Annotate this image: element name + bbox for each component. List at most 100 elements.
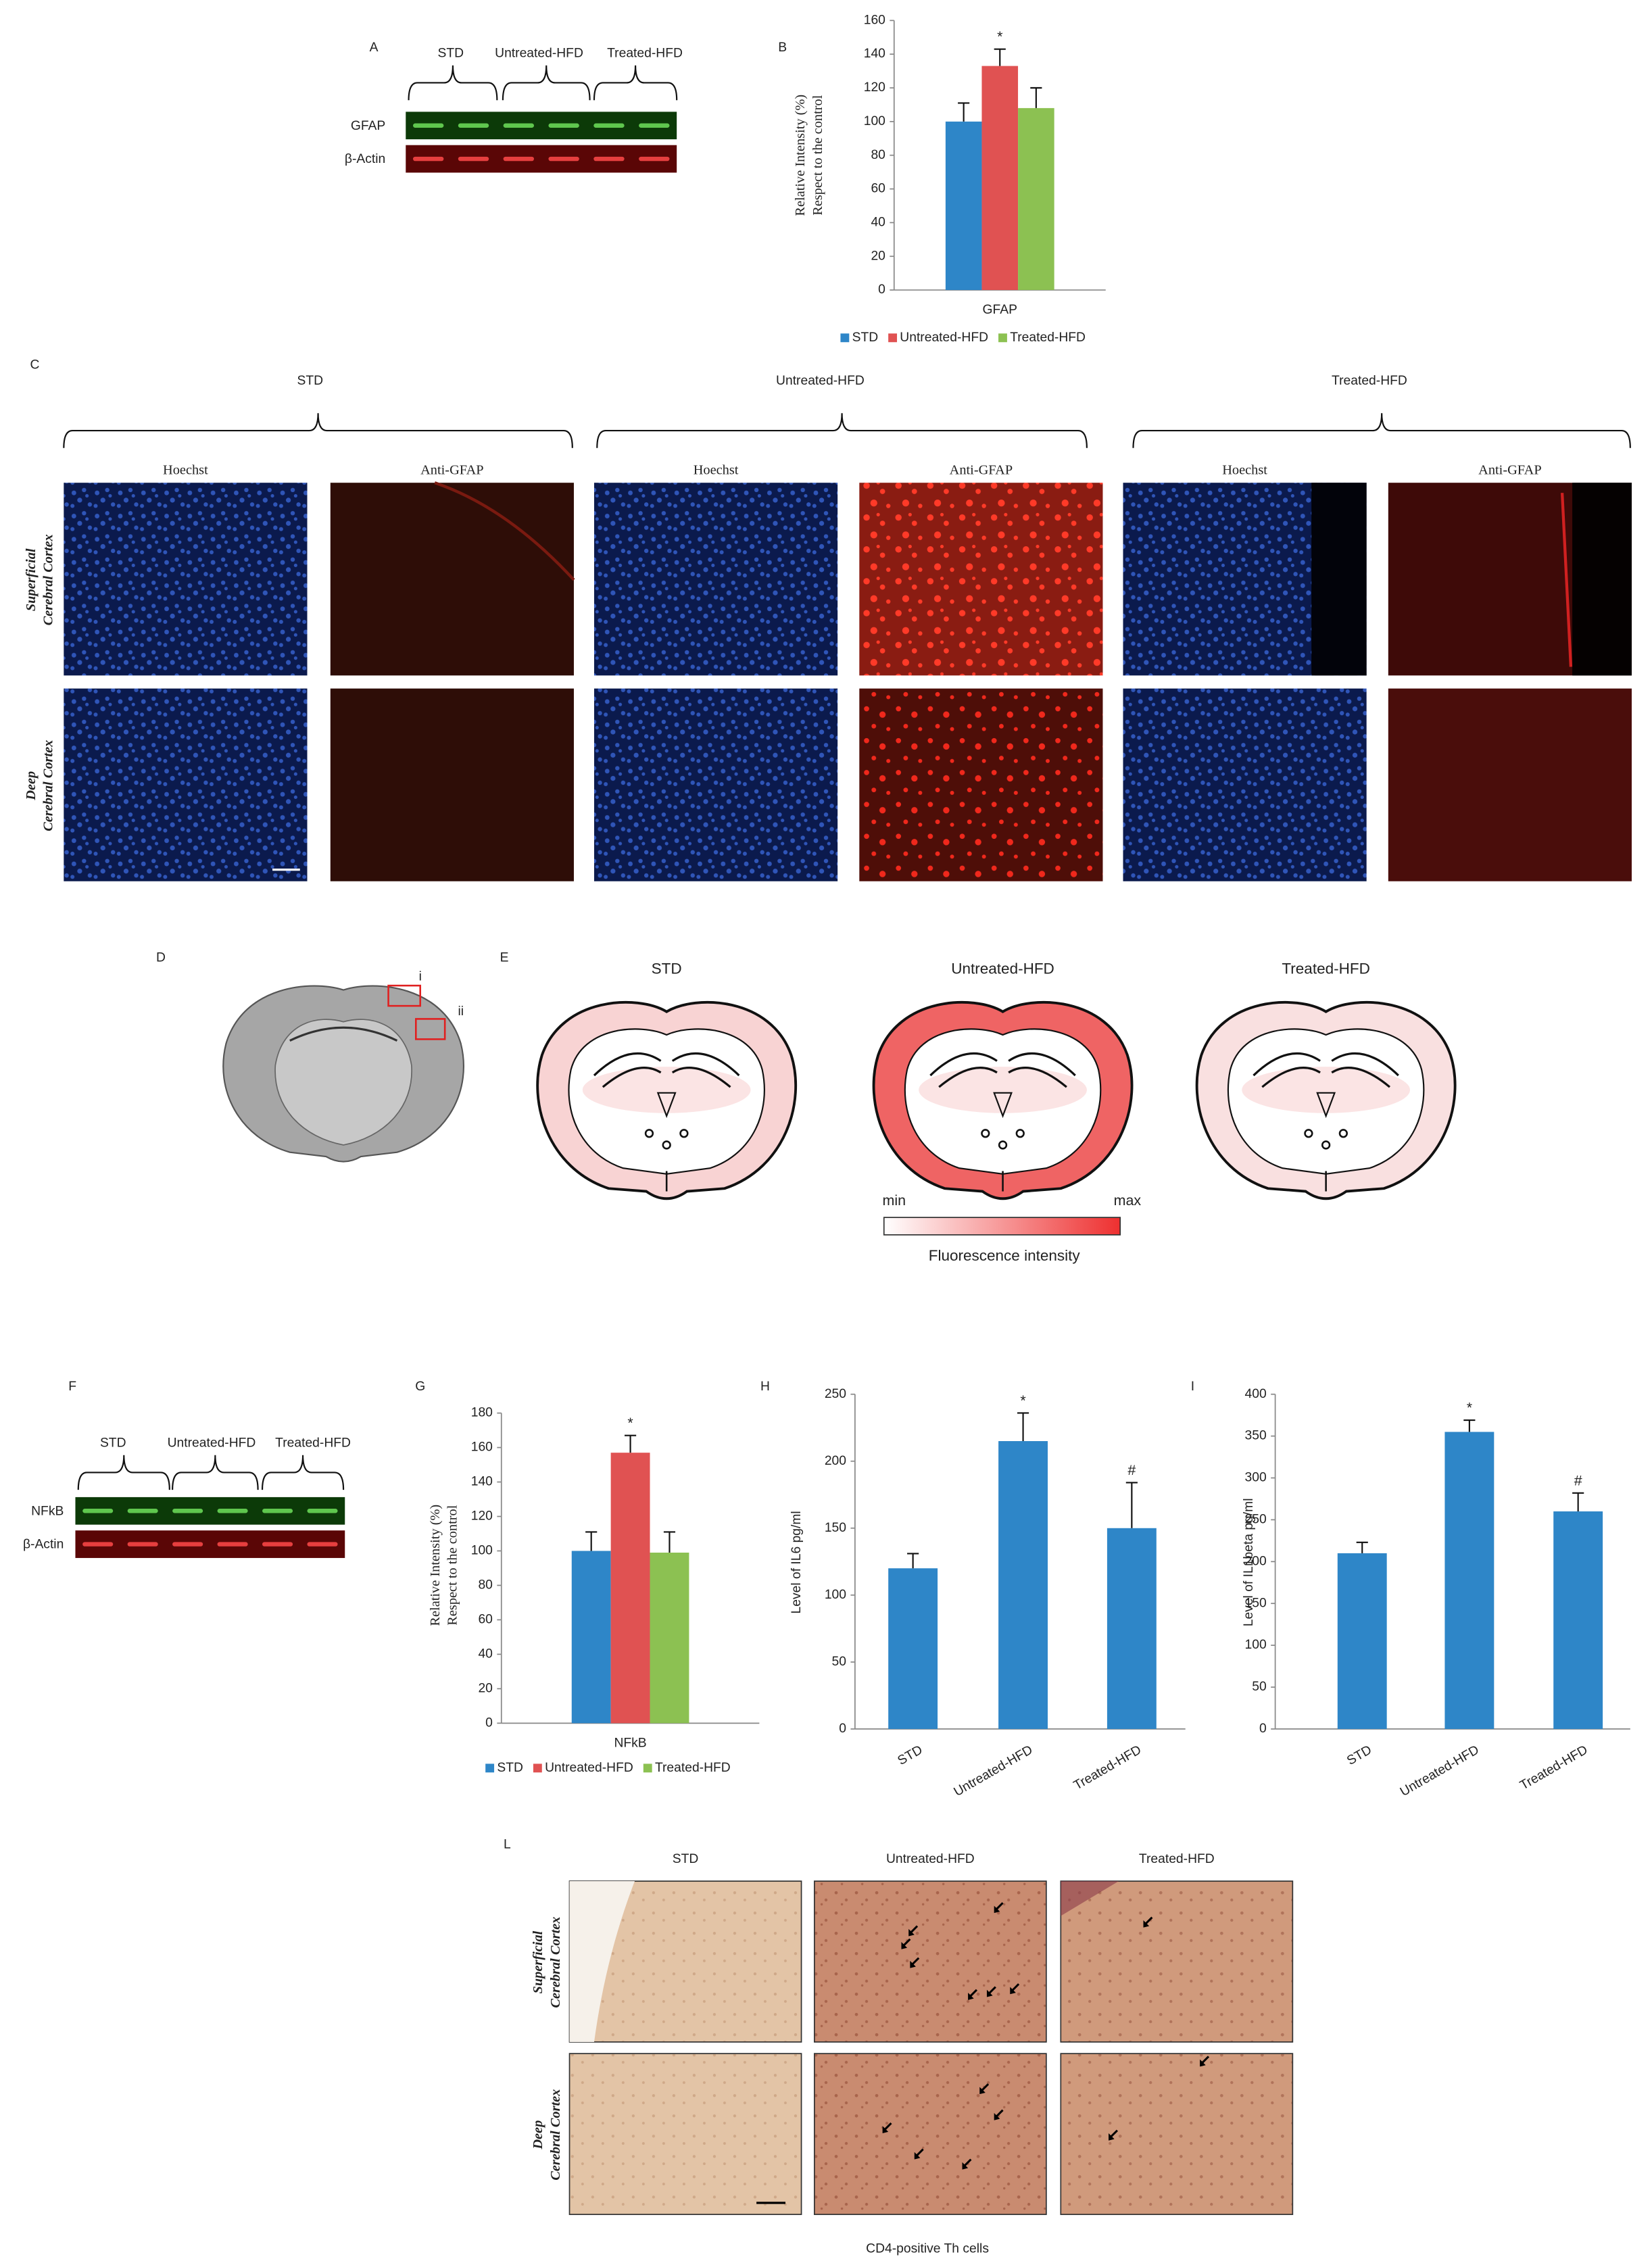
group-label: Untreated-HFD — [168, 1436, 256, 1451]
brain-ventricle — [289, 1026, 398, 1042]
legend-swatch — [485, 1764, 495, 1773]
micrograph — [593, 483, 838, 676]
bar — [981, 66, 1019, 291]
tissue-border — [1560, 493, 1573, 667]
micrograph — [593, 688, 838, 881]
legend-label: Untreated-HFD — [900, 331, 988, 345]
region-label: ii — [458, 1004, 464, 1019]
midline — [993, 1092, 1013, 1119]
brace — [596, 413, 1088, 448]
blot-lane — [639, 123, 670, 128]
bar — [1018, 107, 1054, 291]
legend-label: Untreated-HFD — [545, 1761, 633, 1775]
colorbar — [883, 1217, 1121, 1236]
y-tick-label: 120 — [864, 80, 885, 95]
blot-lane — [548, 123, 579, 128]
y-tick-label: 120 — [471, 1509, 493, 1524]
legend-label: STD — [497, 1761, 523, 1775]
y-tick-label: 300 — [1245, 1471, 1267, 1485]
band-label: β-Actin — [345, 152, 385, 166]
arrow — [1109, 2129, 1118, 2141]
stain-label: Anti-GFAP — [420, 463, 484, 478]
x-tick-label: NFkB — [614, 1736, 646, 1750]
stain-label: Anti-GFAP — [1478, 463, 1542, 478]
legend-label: STD — [852, 331, 879, 345]
row-label: Cerebral Cortex — [41, 740, 56, 831]
arrow — [994, 2109, 1004, 2120]
group-label: Treated-HFD — [1282, 960, 1369, 977]
bar — [610, 1453, 650, 1724]
brace — [593, 65, 678, 101]
brace — [502, 65, 591, 101]
blot-lane — [172, 1509, 203, 1513]
blot-band — [75, 1530, 345, 1558]
bar — [998, 1441, 1048, 1729]
y-tick-label: 100 — [825, 1588, 846, 1602]
brace — [77, 1455, 170, 1490]
colorbar-max: max — [1114, 1192, 1142, 1209]
blot-lane — [82, 1542, 114, 1547]
bar — [650, 1553, 689, 1724]
annotation: * — [997, 28, 1002, 45]
y-axis-label: Respect to the control — [810, 95, 825, 215]
micrograph — [859, 688, 1103, 881]
annotation: * — [627, 1415, 633, 1431]
bar — [888, 1568, 938, 1729]
ventricle — [1253, 1052, 1399, 1088]
row-label: Superficial — [24, 548, 39, 611]
arrow — [910, 1957, 920, 1968]
bar — [1444, 1432, 1495, 1729]
group-label: STD — [652, 960, 682, 977]
brace — [408, 65, 498, 101]
micrograph — [64, 483, 308, 676]
y-tick-label: 160 — [864, 13, 885, 27]
band-label: β-Actin — [23, 1538, 64, 1552]
blot-lane — [639, 156, 670, 162]
tissue-edge — [1061, 1881, 1119, 1916]
annotation: # — [1574, 1472, 1582, 1488]
micrograph — [330, 483, 574, 676]
y-axis-label: Level of IL1beta pg/ml — [1242, 1499, 1256, 1627]
arrow — [882, 2122, 892, 2134]
blot-lane — [307, 1509, 338, 1513]
y-axis-label: Level of IL6 pg/ml — [789, 1511, 804, 1613]
y-tick-label: 200 — [825, 1454, 846, 1468]
brain-inner — [274, 1019, 412, 1146]
bar — [571, 1551, 611, 1724]
blot-band — [406, 112, 677, 140]
micrograph — [64, 688, 308, 881]
y-tick-label: 50 — [832, 1655, 846, 1669]
y-tick-label: 60 — [871, 182, 885, 196]
group-label: STD — [100, 1436, 126, 1451]
stain-label: Hoechst — [163, 463, 208, 478]
nucleus — [1304, 1129, 1313, 1138]
y-tick-label: 160 — [471, 1440, 493, 1455]
micrograph — [813, 1880, 1047, 2043]
row-label: Cerebral Cortex — [41, 534, 56, 625]
blot-lane — [172, 1542, 203, 1547]
bar — [945, 121, 982, 291]
y-tick-label: 150 — [825, 1521, 846, 1535]
y-tick-label: 200 — [1245, 1554, 1267, 1568]
y-tick-label: 20 — [478, 1681, 492, 1695]
x-tick-label: GFAP — [983, 303, 1017, 317]
micrograph — [859, 483, 1103, 676]
micrograph — [1060, 2053, 1294, 2215]
micrograph — [1123, 688, 1367, 881]
row-label: Cerebral Cortex — [548, 1916, 563, 2008]
brace — [261, 1455, 345, 1490]
row-label: Deep — [531, 2120, 545, 2150]
blot-lane — [593, 156, 625, 162]
blot-lane — [548, 156, 579, 162]
annotation: * — [1020, 1392, 1025, 1409]
striatum-tint — [1242, 1067, 1410, 1113]
panel-letter: A — [370, 41, 379, 55]
blot-lane — [217, 1542, 248, 1547]
group-label: Untreated-HFD — [776, 374, 865, 388]
region-label: i — [419, 969, 422, 983]
blot-lane — [458, 156, 489, 162]
stain-label: Anti-GFAP — [950, 463, 1013, 478]
y-tick-label: 150 — [1245, 1596, 1267, 1610]
y-tick-label: 250 — [825, 1387, 846, 1401]
